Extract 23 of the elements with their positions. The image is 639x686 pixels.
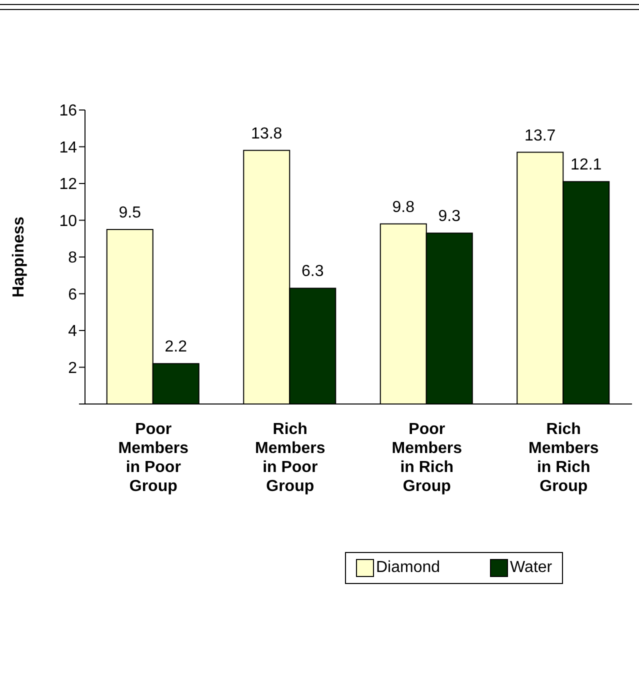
data-label: 2.2 bbox=[164, 338, 188, 356]
y-tick-label: 6 bbox=[68, 286, 78, 304]
data-label: 6.3 bbox=[302, 263, 324, 280]
y-tick-label: 2 bbox=[68, 360, 78, 377]
y-tick-label: 8 bbox=[68, 250, 78, 267]
data-label: 12.1 bbox=[570, 156, 602, 174]
data-label: 13.7 bbox=[524, 127, 556, 144]
data-label: 9.8 bbox=[392, 198, 415, 216]
x-tick-label: Rich Members in Poor Group bbox=[255, 421, 326, 495]
y-tick-label: 16 bbox=[59, 102, 78, 120]
data-label: 9.3 bbox=[438, 208, 461, 226]
x-tick-label: Poor Members in Rich Group bbox=[392, 421, 462, 495]
legend-label: Water bbox=[509, 559, 552, 577]
y-tick-label: 12 bbox=[59, 176, 78, 194]
y-tick-label: 4 bbox=[68, 323, 78, 340]
data-label: 13.8 bbox=[251, 125, 282, 142]
y-tick-label: 14 bbox=[59, 139, 78, 156]
x-tick-label: Rich Members in Rich Group bbox=[528, 421, 599, 495]
x-tick-label: Poor Members in Poor Group bbox=[118, 421, 189, 495]
legend-label: Diamond bbox=[375, 559, 440, 577]
data-label: 9.5 bbox=[118, 204, 142, 222]
y-axis-title: Happiness bbox=[10, 216, 28, 298]
y-tick-label: 10 bbox=[59, 212, 78, 230]
